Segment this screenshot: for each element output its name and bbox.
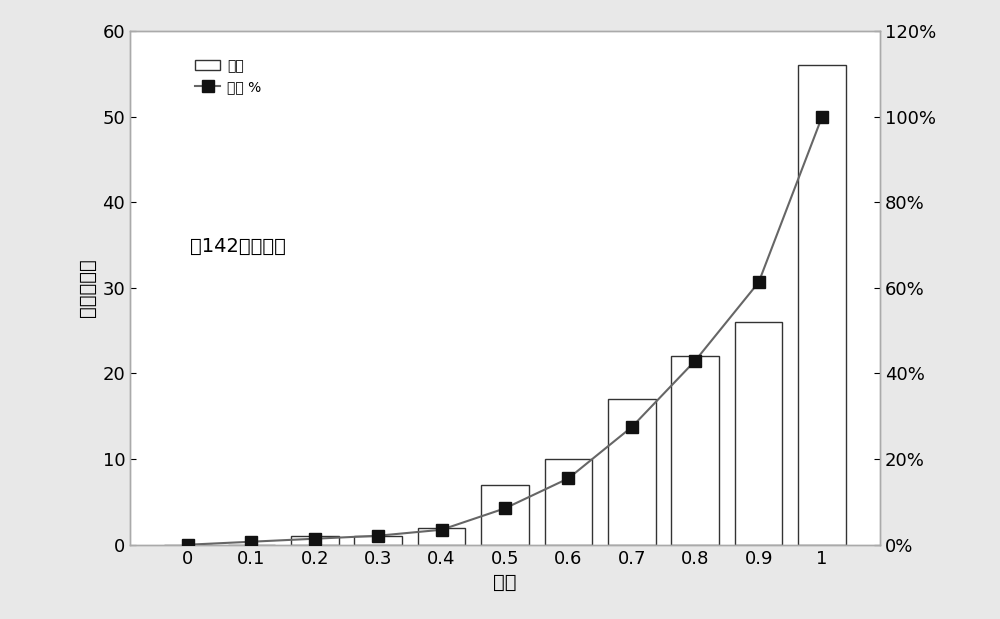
Bar (608, 399, 656, 545)
Text: 共142个连通域: 共142个连通域 (190, 236, 286, 256)
Legend: 频率, 累积 %: 频率, 累积 % (189, 53, 267, 100)
Bar (735, 322, 782, 545)
Bar (354, 536, 402, 545)
Bar (798, 65, 846, 545)
Bar (481, 485, 529, 545)
Y-axis label: 频数（个）: 频数（个） (78, 259, 97, 317)
Bar (418, 527, 465, 545)
Bar (671, 357, 719, 545)
Bar (291, 536, 339, 545)
X-axis label: 圆度: 圆度 (493, 573, 517, 592)
Bar (545, 459, 592, 545)
